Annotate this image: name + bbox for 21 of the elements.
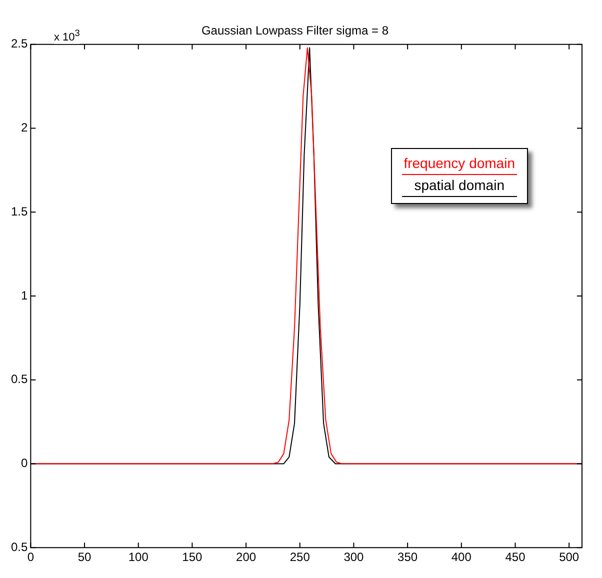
x-tick-label: 200 [236,550,256,564]
text: spatial domain [402,175,517,197]
x-tick-label: 250 [290,550,310,564]
y-tick-label: 0 [20,456,28,470]
chart-title: Gaussian Lowpass Filter sigma = 8 [201,24,389,38]
x-tick-label: 150 [182,550,203,564]
x-tick-label: 50 [78,550,92,564]
y-tick-label: 1 [20,288,28,302]
x-tick-label: 500 [559,550,580,564]
x-tick-label: 450 [505,550,526,564]
y-tick-label: 1.5 [10,204,28,218]
y-tick-label: 0.5 [10,540,28,554]
y-tick-label: 0.5 [10,372,28,386]
text: frequency domain [402,153,517,175]
text: x 10$^{3}$ [54,28,80,44]
x-tick-label: 400 [451,550,472,564]
y-tick-label: 2.5 [10,36,28,51]
x-tick-label: 300 [344,550,364,564]
x-tick-label: 100 [128,550,149,564]
x-tick-label: 350 [398,550,418,564]
y-tick-label: 2 [20,120,28,135]
